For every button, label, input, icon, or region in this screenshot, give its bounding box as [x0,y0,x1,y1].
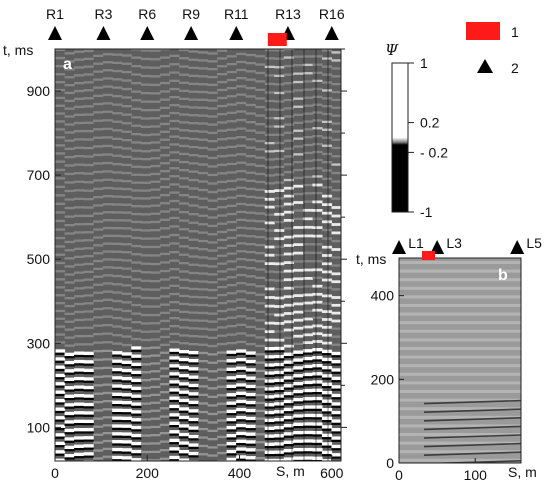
receiver-marker-l5 [510,240,525,254]
panel-a-y-tick-label: 900 [27,83,51,99]
receiver-marker-r1 [48,26,62,40]
colorbar-symbol: Ψ [385,41,399,59]
receiver-label-l3: L3 [446,235,462,251]
panel-b-y-tick-label: 400 [371,288,395,304]
panel-a-y-tick-label: 700 [27,167,51,183]
receiver-label-l1: L1 [408,235,424,251]
panel-b-x-tick-label: 100 [464,467,488,483]
legend-source-swatch [466,22,500,40]
legend: 1 2 [466,22,519,76]
colorbar-tick-label: 0.2 [420,115,440,131]
receiver-marker-r6 [140,26,155,40]
panel-b-y-axis-label: t, ms [356,251,386,267]
panel-b-ticks: 0 200 400 0 100 [371,288,488,483]
panel-a-x-tick-label: 400 [228,465,252,481]
panel-b-frame [398,257,522,464]
panel-a-y-tick-label: 500 [27,251,51,267]
receiver-label-l5: L5 [526,235,542,251]
colorbar: Ψ 1 0.2 - 0.2 -1 [385,41,448,220]
legend-receiver-label: 2 [511,60,519,76]
receiver-label-r3: R3 [94,6,112,22]
panel-a-x-axis-label: S, m [276,463,305,479]
panel-a-ticks: 100 300 500 700 900 0 200 400 600 [27,48,347,481]
receiver-marker-r16 [324,26,339,40]
receiver-label-r13: R13 [275,6,301,22]
panel-b-y-tick-label: 0 [386,455,394,471]
panel-a-y-tick-label: 300 [27,335,51,351]
panel-b-receivers: L1 L3 L5 [392,235,542,254]
colorbar-ticks: 1 0.2 - 0.2 -1 [408,55,448,220]
panel-b-y-tick-label: 200 [371,371,395,387]
panel-a-wavefield [55,49,341,461]
receiver-label-r1: R1 [46,6,64,22]
panel-b-x-tick-label: 0 [395,467,403,483]
legend-source-label: 1 [511,24,519,40]
panel-b-x-axis-label: S, m [508,464,537,480]
panel-b-wavefield [399,261,521,463]
receiver-marker-l3 [430,240,445,254]
colorbar-tick-label: 1 [420,55,428,71]
panel-a-x-tick-label: 600 [320,465,344,481]
panel-a-frame [54,48,342,462]
receiver-label-r11: R11 [224,6,249,22]
panel-a-receivers: R1 R3 R6 R9 R11 R13 R16 [46,6,345,40]
panel-a: a t, ms S, m 100 300 500 700 900 0 200 400 600 R… [3,6,347,481]
receiver-marker-r3 [96,26,111,40]
panel-a-x-tick-label: 200 [136,465,160,481]
receiver-marker-l1 [392,240,406,254]
panel-b: b t, ms S, m 0 200 400 0 100 L1 L3 L5 [356,235,542,483]
panel-a-y-tick-label: 100 [27,419,51,435]
receiver-marker-r9 [184,26,199,40]
receiver-marker-r11 [229,26,244,40]
panel-a-x-tick-label: 0 [51,465,59,481]
panel-a-y-axis-label: t, ms [3,42,33,58]
receiver-label-r6: R6 [138,6,156,22]
colorbar-tick-label: - 0.2 [420,144,448,160]
panel-b-letter: b [498,267,508,284]
colorbar-tick-label: -1 [420,204,433,220]
receiver-label-r9: R9 [182,6,200,22]
legend-receiver-icon [477,59,493,73]
panel-b-source-marker [422,251,435,260]
panel-a-letter: a [63,56,72,73]
receiver-label-r16: R16 [319,6,345,22]
panel-a-source-marker [267,33,287,46]
colorbar-gradient [391,62,409,213]
